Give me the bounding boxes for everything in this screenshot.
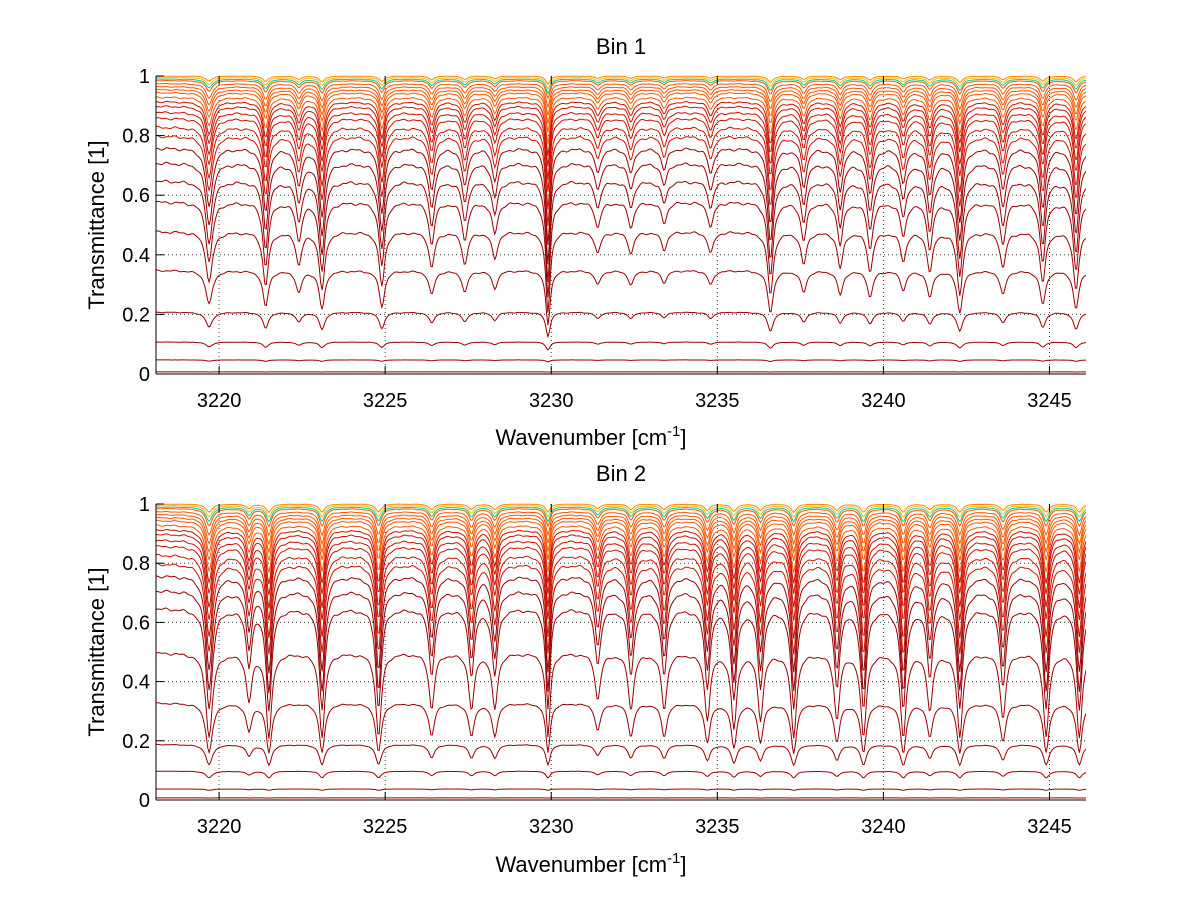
series-line-16 xyxy=(156,575,1086,674)
series-line-18 xyxy=(156,179,1086,283)
series-line-24 xyxy=(156,359,1086,363)
series-line-11 xyxy=(156,105,1086,167)
series-line-7 xyxy=(156,88,1086,124)
series-line-13 xyxy=(156,545,1086,621)
y-tick-label: 0.8 xyxy=(122,126,150,148)
chart-panel-1: 3220 3225 3230 3235 3240 3245 0 0.2 0.4 0.6 0.8 1 Bi… xyxy=(84,34,1086,450)
series-line-3 xyxy=(156,506,1086,523)
y-tick-label: 1 xyxy=(139,66,150,88)
x-tick-label: 3220 xyxy=(197,816,242,838)
x-tick-label: 3235 xyxy=(695,390,740,412)
series-line-10 xyxy=(156,528,1086,585)
y-tick-label: 0.4 xyxy=(122,245,150,267)
y-axis-label: Transmittance [1] xyxy=(84,140,109,309)
series-line-2 xyxy=(156,504,1086,518)
series-line-22 xyxy=(156,311,1086,339)
series-line-8 xyxy=(156,91,1086,133)
x-tick-label: 3220 xyxy=(197,390,242,412)
series-line-19 xyxy=(156,652,1086,739)
y-axis-label: Transmittance [1] xyxy=(84,567,109,736)
series-line-12 xyxy=(156,111,1086,180)
chart-panel-2: 3220 3225 3230 3235 3240 3245 0 0.2 0.4 0.6 0.8 1 Bi… xyxy=(84,461,1086,877)
series-line-12 xyxy=(156,539,1086,609)
y-tick-label: 1 xyxy=(139,494,150,516)
series-line-14 xyxy=(156,125,1086,210)
series-line-23 xyxy=(156,788,1086,791)
series-line-1 xyxy=(156,503,1086,513)
x-tick-label: 3230 xyxy=(529,390,574,412)
series-line-16 xyxy=(156,147,1086,246)
series-line-17 xyxy=(156,589,1086,694)
series-line-10 xyxy=(156,100,1086,156)
series-line-21 xyxy=(156,269,1086,326)
x-axis-label: Wavenumber [cm-1] xyxy=(495,850,686,877)
x-tick-label: 3240 xyxy=(861,816,906,838)
y-tick-label: 0.4 xyxy=(122,672,150,694)
series-line-6 xyxy=(156,514,1086,546)
x-tick-label: 3225 xyxy=(363,390,408,412)
chart-title: Bin 1 xyxy=(596,34,646,59)
series-line-5 xyxy=(156,511,1086,537)
series-group xyxy=(156,503,1086,799)
chart-title: Bin 2 xyxy=(596,461,646,486)
x-axis-label: Wavenumber [cm-1] xyxy=(495,423,686,450)
series-line-15 xyxy=(156,562,1086,655)
series-line-14 xyxy=(156,553,1086,639)
series-line-1 xyxy=(156,75,1086,85)
series-line-9 xyxy=(156,524,1086,573)
series-line-8 xyxy=(156,519,1086,561)
series-line-4 xyxy=(156,507,1086,528)
y-tick-label: 0 xyxy=(139,790,150,812)
x-tick-label: 3230 xyxy=(529,816,574,838)
x-axis-label-main: Wavenumber [cm xyxy=(495,425,667,450)
series-line-9 xyxy=(156,96,1086,145)
y-tick-label: 0.2 xyxy=(122,304,150,326)
series-line-5 xyxy=(156,82,1086,109)
x-axis-label-sup: -1 xyxy=(667,850,680,867)
series-line-4 xyxy=(156,80,1086,100)
x-axis-label-sup: -1 xyxy=(667,423,680,440)
series-line-3 xyxy=(156,78,1086,95)
series-line-19 xyxy=(156,200,1086,298)
series-line-21 xyxy=(156,743,1086,767)
x-tick-label: 3225 xyxy=(363,816,408,838)
series-line-17 xyxy=(156,161,1086,265)
x-axis-label-suffix: ] xyxy=(680,425,686,450)
x-tick-label: 3245 xyxy=(1027,390,1072,412)
y-tick-label: 0 xyxy=(139,364,150,386)
x-axis-label-suffix: ] xyxy=(680,852,686,877)
y-tick-label: 0.6 xyxy=(122,612,150,634)
series-line-20 xyxy=(156,702,1086,755)
series-line-7 xyxy=(156,516,1086,555)
x-tick-label: 3245 xyxy=(1027,816,1072,838)
x-tick-label: 3235 xyxy=(695,816,740,838)
series-group xyxy=(156,75,1086,373)
y-tick-label: 0.8 xyxy=(122,553,150,575)
series-line-15 xyxy=(156,135,1086,227)
series-line-20 xyxy=(156,230,1086,313)
series-line-18 xyxy=(156,607,1086,712)
y-tick-label: 0.2 xyxy=(122,731,150,753)
x-axis-label-main: Wavenumber [cm xyxy=(495,852,667,877)
x-tick-label: 3240 xyxy=(861,390,906,412)
y-tick-label: 0.6 xyxy=(122,185,150,207)
series-line-2 xyxy=(156,76,1086,90)
series-line-22 xyxy=(156,770,1086,779)
series-line-11 xyxy=(156,533,1086,596)
series-line-23 xyxy=(156,341,1086,351)
series-line-13 xyxy=(156,117,1086,192)
series-line-6 xyxy=(156,85,1086,116)
